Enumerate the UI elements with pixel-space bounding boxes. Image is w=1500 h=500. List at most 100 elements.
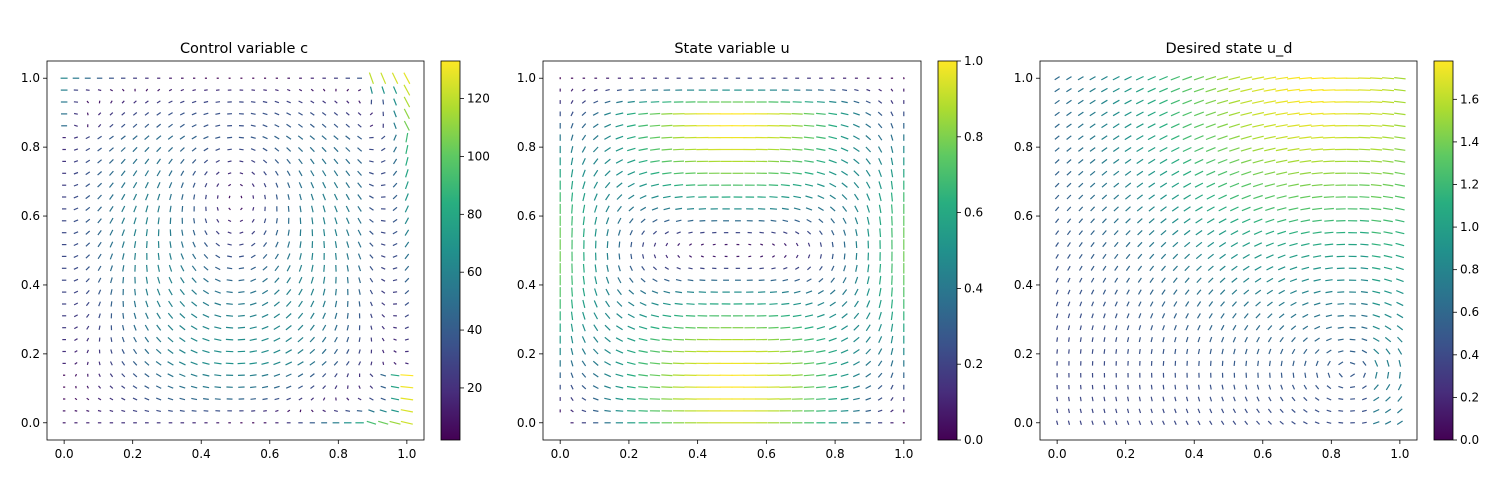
vector-arrow (1206, 194, 1215, 200)
vector-arrow (1114, 301, 1118, 307)
vector-arrow (1290, 301, 1297, 307)
vector-arrow (1256, 336, 1260, 343)
vector-arrow (1127, 396, 1130, 402)
vector-arrow (1292, 372, 1295, 378)
vector-arrow (404, 205, 409, 213)
vector-arrow (97, 194, 102, 200)
vector-arrow (390, 374, 400, 377)
vector-arrow (582, 192, 586, 202)
vector-arrow (1197, 396, 1201, 402)
vector-arrow (673, 338, 685, 341)
vector-arrow (1313, 302, 1321, 306)
vector-arrow (1066, 230, 1071, 236)
vector-arrow (335, 288, 337, 296)
vector-arrow (335, 252, 337, 260)
vector-arrow (1278, 313, 1285, 319)
vector-arrow (238, 255, 244, 258)
vector-arrow (403, 84, 411, 96)
vector-arrow (1174, 336, 1177, 343)
vector-arrow (1114, 277, 1119, 283)
vector-arrow (1382, 89, 1395, 92)
vector-arrow (865, 312, 871, 320)
vector-arrow (1252, 171, 1264, 176)
vector-arrow (879, 216, 882, 226)
vector-arrow (1090, 230, 1095, 236)
vector-arrow (592, 146, 599, 153)
vector-arrow (261, 337, 269, 342)
vector-arrow (807, 254, 811, 259)
vector-arrow (1124, 135, 1132, 141)
vector-arrow (133, 217, 137, 225)
vector-arrow (274, 265, 280, 272)
vector-arrow (570, 360, 574, 367)
vector-arrow (215, 230, 220, 235)
vector-arrow (1079, 289, 1083, 295)
vector-arrow (405, 144, 409, 155)
vector-arrow (779, 338, 791, 341)
vector-arrow (1291, 408, 1296, 413)
vector-arrow (273, 325, 281, 331)
vector-arrow (783, 231, 788, 234)
vector-arrow (1384, 420, 1392, 425)
vector-arrow (403, 96, 411, 108)
vector-arrow (133, 336, 137, 343)
vector-arrow (191, 112, 197, 116)
vector-arrow (852, 123, 860, 128)
vector-arrow (1078, 170, 1084, 176)
vector-arrow (144, 146, 150, 153)
vector-arrow (204, 182, 208, 188)
vector-arrow (179, 385, 186, 389)
vector-arrow (1218, 194, 1227, 200)
vector-arrow (853, 312, 860, 319)
vector-arrow (639, 301, 647, 306)
vector-arrow (651, 290, 659, 294)
vector-arrow (97, 159, 102, 164)
vector-arrow (1220, 301, 1225, 307)
vector-arrow (285, 313, 292, 319)
vector-arrow (1209, 420, 1213, 426)
vector-arrow (593, 158, 599, 165)
vector-arrow (403, 108, 410, 120)
vector-arrow (1066, 218, 1072, 224)
vector-arrow (85, 266, 90, 271)
vector-arrow (1394, 183, 1406, 187)
vector-arrow (1101, 75, 1108, 81)
vector-arrow (298, 88, 303, 92)
vector-arrow (677, 243, 681, 247)
vector-arrow (1218, 206, 1227, 212)
vector-arrow (155, 397, 162, 401)
vector-arrow (310, 181, 315, 189)
vector-arrow (1326, 409, 1332, 413)
vector-arrow (1170, 123, 1180, 129)
vector-arrow (1275, 112, 1288, 116)
colorbar-tick-label: 0.6 (1460, 305, 1479, 319)
vector-arrow (274, 277, 280, 284)
vector-arrow (86, 325, 90, 330)
vector-arrow (1266, 301, 1273, 307)
vector-arrow (132, 373, 138, 378)
vector-arrow (1078, 218, 1084, 224)
vector-arrow (146, 264, 148, 272)
vector-arrow (878, 336, 883, 344)
vector-arrow (1290, 325, 1297, 331)
vector-arrow (1244, 348, 1248, 355)
vector-arrow (345, 409, 351, 412)
vector-arrow (380, 72, 387, 85)
colorbar-tick-label: 80 (467, 207, 482, 221)
vector-arrow (380, 243, 386, 246)
vector-arrow (1126, 301, 1130, 307)
vector-arrow (299, 205, 302, 213)
vector-arrow (310, 276, 314, 284)
vector-arrow (1277, 242, 1286, 247)
vector-arrow (626, 136, 636, 140)
vector-arrow (1054, 123, 1060, 128)
vector-arrow (891, 275, 893, 285)
vector-arrow (191, 397, 198, 401)
vector-arrow (640, 218, 646, 224)
vector-arrow (73, 112, 78, 115)
vector-arrow (1263, 112, 1277, 116)
vector-arrow (134, 252, 136, 260)
x-tick-label: 0.6 (260, 447, 279, 461)
vector-arrow (1217, 158, 1228, 164)
vector-arrow (358, 385, 361, 389)
